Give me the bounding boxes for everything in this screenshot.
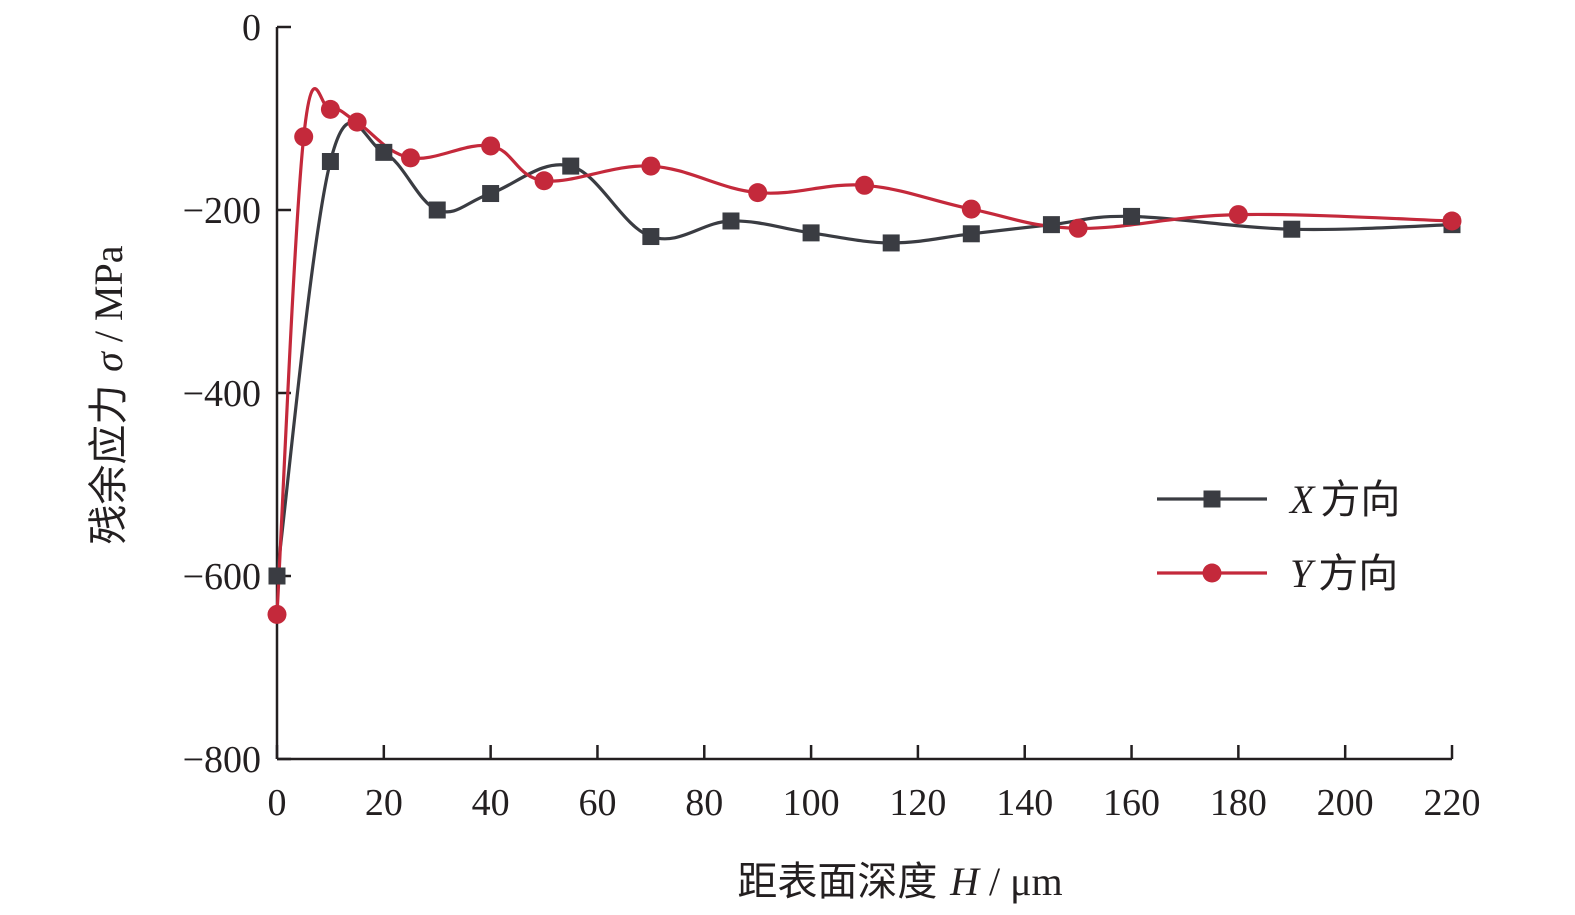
- data-point-y: [481, 136, 501, 156]
- data-point-y: [1442, 211, 1462, 231]
- legend-marker-square: [1203, 490, 1221, 508]
- y-tick-label: −200: [183, 190, 261, 232]
- x-tick-label: 100: [783, 782, 840, 824]
- data-point-y: [1228, 205, 1248, 225]
- data-point-x: [802, 224, 820, 242]
- y-tick-label: −600: [183, 556, 261, 598]
- data-point-x: [1123, 207, 1141, 225]
- x-tick-label: 180: [1210, 782, 1267, 824]
- data-point-y: [320, 99, 340, 119]
- y-axis-title: 残余应力 σ / MPa: [86, 245, 132, 544]
- x-axis-title: 距表面深度 H / μm: [737, 859, 1062, 905]
- y-tick-label: 0: [242, 7, 261, 49]
- tick-labels: 0 20 40 60 80 100 120 140 160 180 200 220 0 −200 −400 −…: [183, 7, 1481, 824]
- y-tick-label: −400: [183, 373, 261, 415]
- data-point-x: [1042, 216, 1060, 234]
- data-point-y: [961, 199, 981, 219]
- series-markers: [267, 99, 1462, 624]
- data-point-x: [428, 201, 446, 219]
- x-tick-label: 20: [365, 782, 403, 824]
- data-point-x: [882, 234, 900, 252]
- data-point-x: [1283, 220, 1301, 238]
- data-point-x: [375, 143, 393, 161]
- series-lines: [275, 87, 1453, 615]
- data-point-y: [347, 112, 367, 132]
- x-tick-label: 160: [1103, 782, 1160, 824]
- x-tick-label: 200: [1317, 782, 1374, 824]
- x-tick-label: 60: [578, 782, 616, 824]
- data-point-y: [401, 148, 421, 168]
- y-tick-label: −800: [183, 739, 261, 781]
- data-point-x: [962, 225, 980, 243]
- data-point-x: [268, 567, 286, 585]
- x-tick-label: 220: [1424, 782, 1481, 824]
- data-point-y: [641, 156, 661, 176]
- data-point-y: [294, 127, 314, 147]
- data-point-y: [1068, 218, 1088, 238]
- legend-marker-circle: [1202, 563, 1222, 583]
- legend: X 方向 Y 方向: [1157, 477, 1400, 597]
- legend-label-1: X 方向: [1288, 477, 1400, 523]
- legend-label-2: Y 方向: [1290, 551, 1398, 597]
- data-point-y: [855, 175, 874, 195]
- x-tick-label: 120: [889, 782, 946, 824]
- x-tick-label: 140: [996, 782, 1053, 824]
- data-point-y: [748, 183, 768, 203]
- axes: [275, 25, 1454, 761]
- data-point-x: [642, 228, 660, 246]
- data-point-y: [534, 171, 554, 191]
- data-point-y: [267, 604, 287, 624]
- data-point-x: [722, 212, 740, 230]
- x-tick-label: 0: [268, 782, 287, 824]
- x-tick-label: 40: [472, 782, 510, 824]
- data-point-x: [562, 157, 580, 175]
- x-tick-label: 80: [685, 782, 723, 824]
- data-point-x: [482, 185, 500, 203]
- data-point-x: [321, 153, 339, 171]
- series-line-2: [275, 87, 1453, 615]
